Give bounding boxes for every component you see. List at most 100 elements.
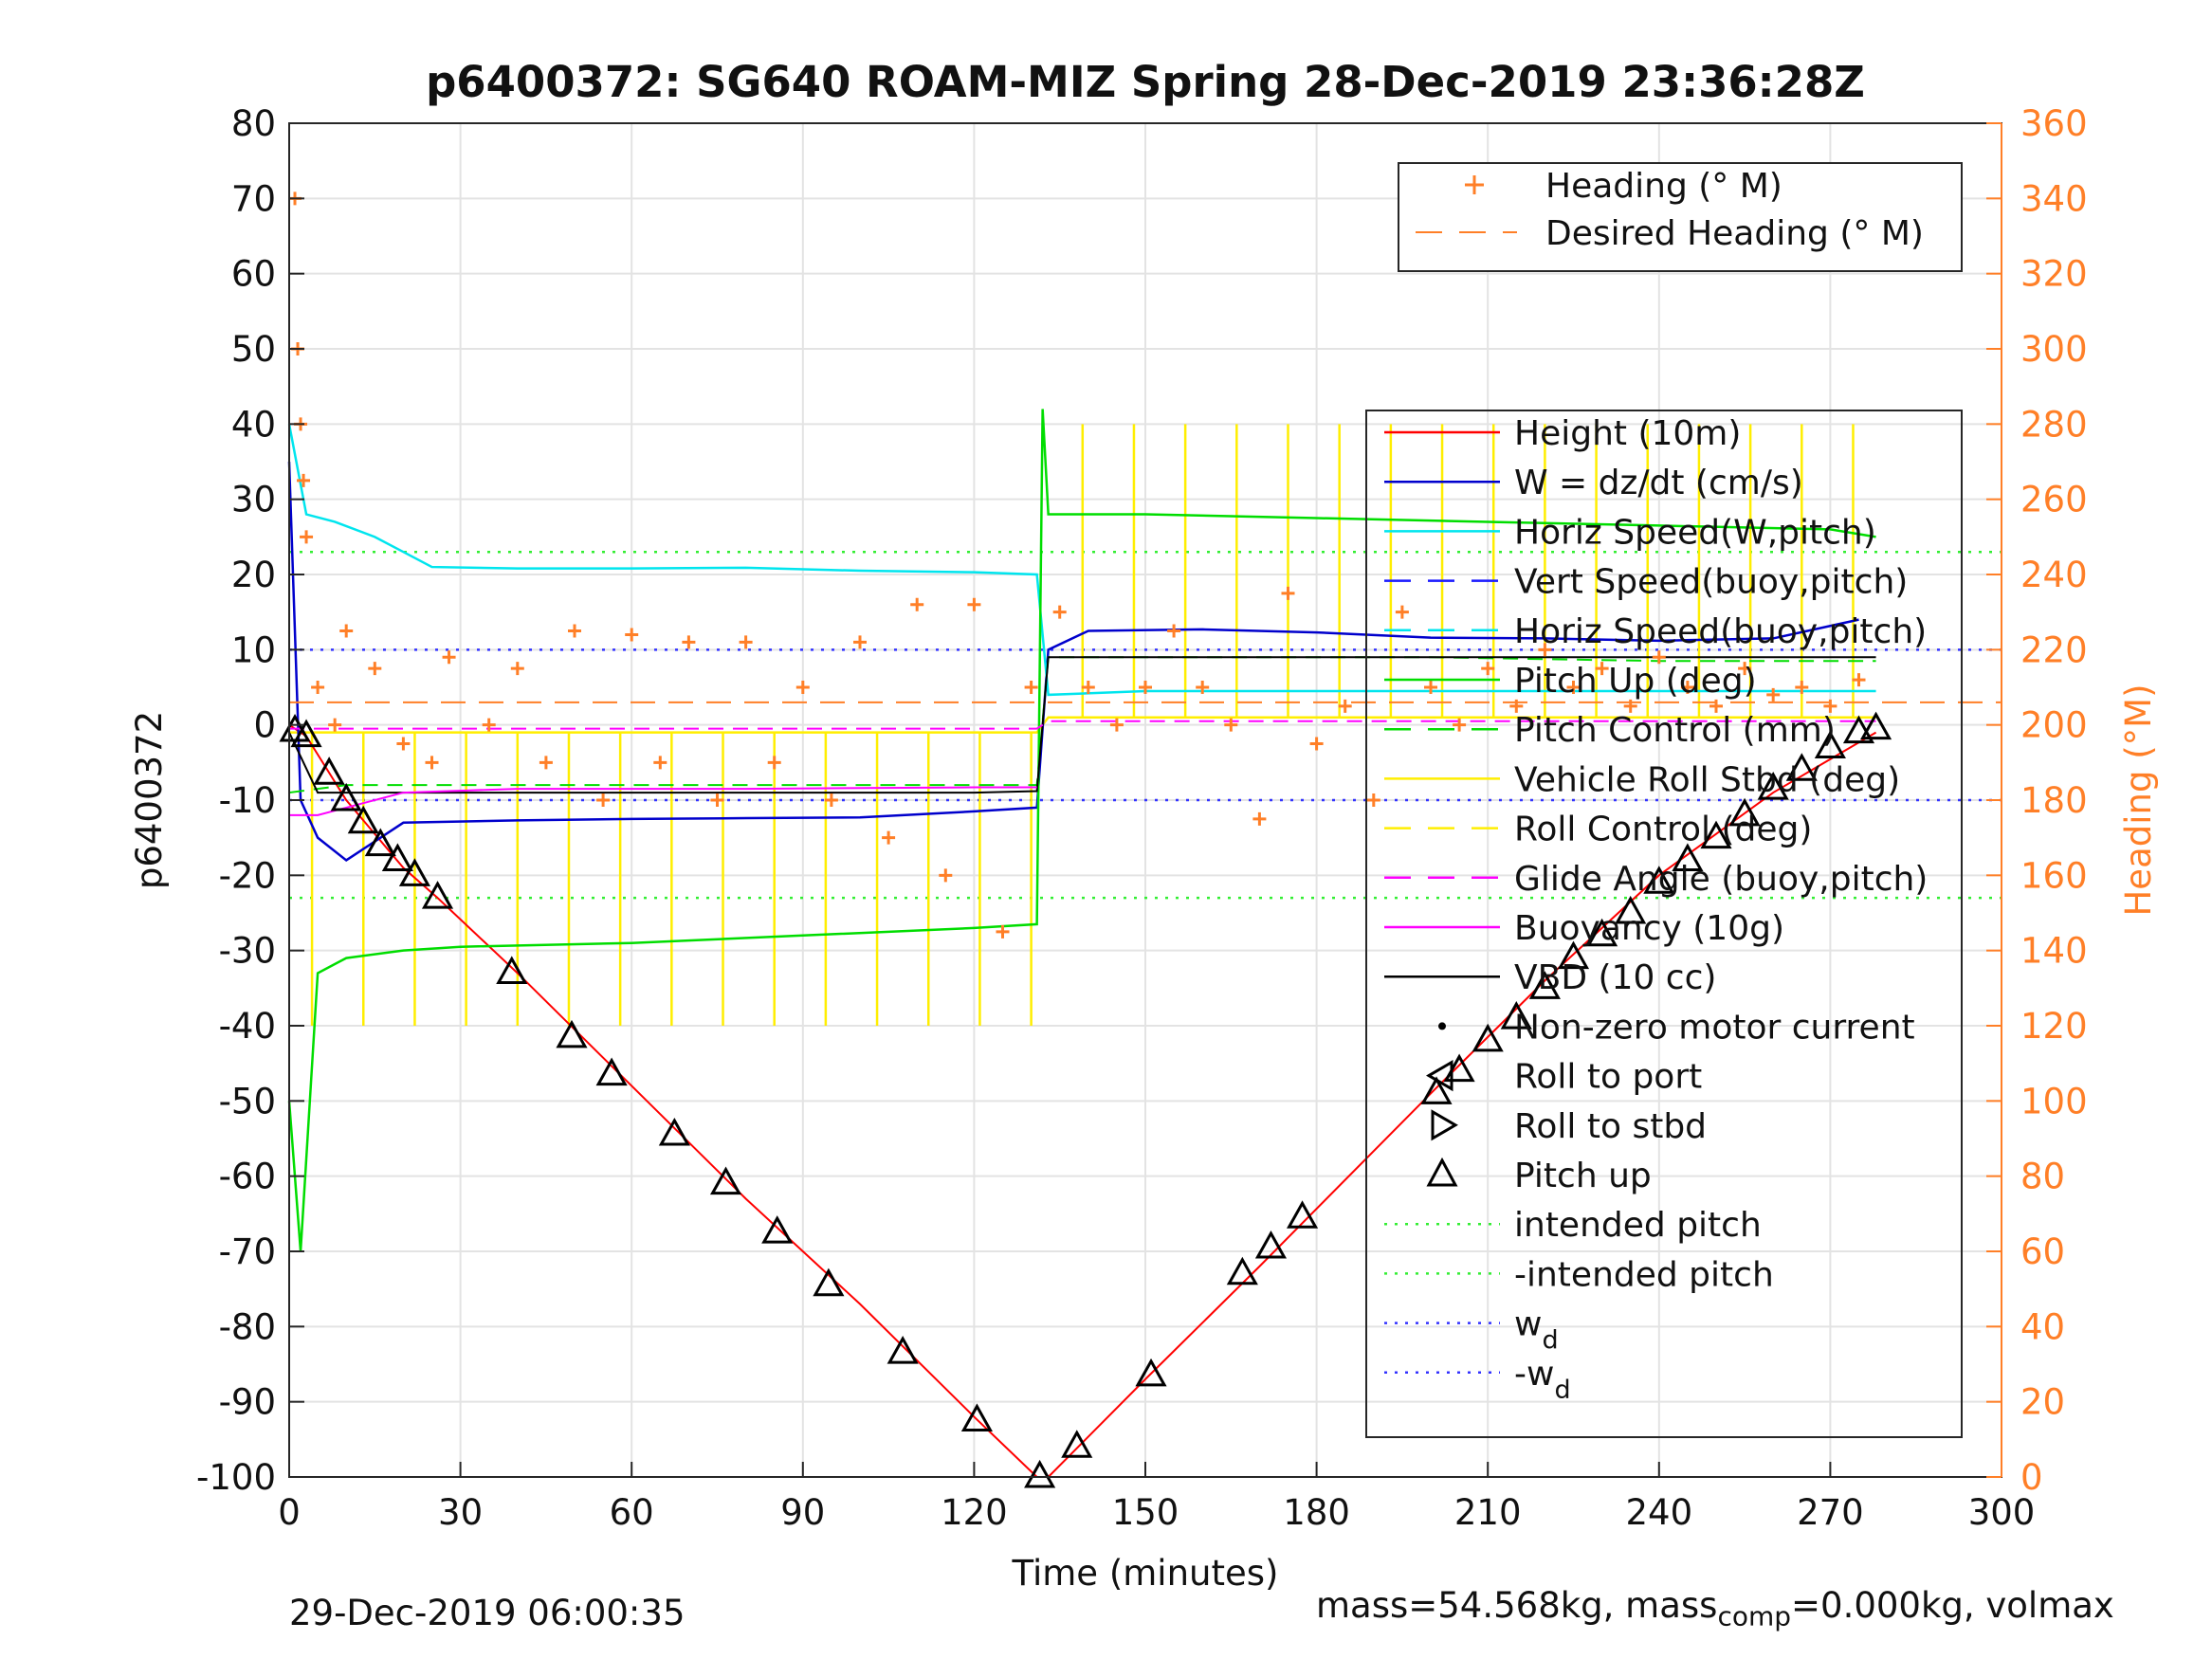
x-tick-label: 150 [1112,1492,1179,1533]
heading-marker [1281,586,1295,600]
pitch-up-marker [1814,730,1846,758]
pitch-up-marker [1135,1358,1167,1387]
pitch-up-marker [1024,1459,1056,1488]
heading-marker [1309,737,1324,751]
pitch-up-marker [1226,1256,1258,1285]
y-tick-label: 60 [231,254,276,295]
y2-tick-label: 260 [2020,480,2088,520]
heading-marker [300,530,314,544]
legend-label: Roll to port [1514,1058,1702,1097]
legend-label-sub: d [1554,1376,1570,1405]
heading-marker [328,718,342,732]
x-tick-label: 0 [278,1492,301,1533]
legend-symbol [1426,1059,1453,1092]
heading-marker [1595,662,1609,676]
pitch-up-marker [1757,772,1789,800]
y2-tick-label: 280 [2020,404,2088,445]
heading-marker [939,868,953,883]
heading-marker [767,756,781,770]
pitch-up-marker [496,956,528,984]
legend-heading-symbol [1465,175,1484,194]
heading-marker [1024,681,1038,694]
y2-tick-label: 180 [2020,780,2088,821]
y-tick-label: 50 [231,329,276,370]
heading-marker [1196,681,1210,694]
heading-marker [1139,681,1152,694]
heading-marker [653,756,667,770]
heading-marker [1566,681,1581,694]
legend-symbol [1426,1157,1458,1187]
y2-tick-label: 320 [2020,254,2088,295]
x-tick-label: 210 [1454,1492,1522,1533]
y-tick-label: 30 [231,480,276,520]
y2-tick-label: 220 [2020,629,2088,670]
pitch-up-marker [1061,1430,1093,1458]
height-line [288,723,1877,1478]
legend-label: Roll Control (deg) [1514,811,1812,849]
heading-marker [510,662,524,676]
pitch-up-marker [1643,866,1675,894]
legend-label: Horiz Speed(buoy,pitch) [1514,612,1927,651]
legend-heading-box [1398,162,1963,272]
x-tick-label: 120 [941,1492,1008,1533]
y-tick-label: -60 [219,1157,276,1197]
x-tick-label: 270 [1797,1492,1864,1533]
pitch-up-marker [398,858,430,886]
buoyancy-line [289,786,1037,816]
vbd-line [288,656,1876,794]
y-tick-label: 70 [231,178,276,219]
heading-marker [1424,681,1437,694]
pitch-up-marker [1472,1023,1504,1052]
heading-marker [996,924,1010,939]
legend-label: VBD (10 cc) [1514,958,1716,997]
y2-tick-label: 340 [2020,178,2088,219]
heading-marker [1852,673,1866,687]
pitch-up-marker [1420,1076,1453,1104]
legend-label: Buoyancy (10g) [1514,909,1784,948]
y2-tick-label: 40 [2020,1306,2065,1347]
legend-heading-label: Heading (° M) [1545,167,1782,206]
heading-marker [297,473,311,487]
legend-label: Vehicle Roll Stbd (deg) [1514,760,1900,799]
series-layer [287,191,2002,1478]
pitch-up-marker [887,1336,919,1364]
pitch-up-marker [960,1403,993,1431]
x-tick-label: 30 [438,1492,483,1533]
pitch-up-marker [421,881,454,909]
axes: 0 30 60 90 120 150 180 210 240 270 300807060504030… [196,103,2088,1533]
heading-marker [1481,662,1495,676]
chart-title: p6400372: SG640 ROAM-MIZ Spring 28-Dec-2… [426,57,1865,107]
y2-tick-label: 300 [2020,329,2088,370]
heading-marker [1538,643,1552,657]
y-axis-label: p6400372 [129,711,170,889]
pitch-up-marker [290,719,322,748]
y2-tick-label: 0 [2020,1457,2043,1498]
heading-marker [442,650,456,665]
heading-marker [1795,681,1809,694]
legend-label: Glide Angle (buoy,pitch) [1514,860,1928,899]
pitch-up-marker [381,843,413,871]
legend-main: Height (10m) W = dz/dt (cm/s) Horiz Speed(… [1365,410,1963,1438]
glide-angle-line [289,720,1876,730]
legend-label: Pitch Up (deg) [1514,662,1757,701]
heading-marker [1680,681,1694,694]
w-line [287,461,1859,863]
horiz-speed-line [287,424,1876,697]
legend-main-box [1365,410,1963,1438]
legend-label: intended pitch [1514,1206,1762,1245]
pitch-up-marker [1785,753,1818,781]
pitch-up-marker [1672,843,1704,871]
pitch-up-marker [347,805,379,834]
heading-marker [824,793,838,807]
footer-mass-sub: comp [1717,1600,1792,1632]
y-tick-label: -50 [219,1081,276,1121]
footer-mass: mass=54.568kg, masscomp=0.000kg, volmax [1316,1585,2114,1632]
y-tick-label: 10 [231,629,276,670]
y-tick-label: 40 [231,404,276,445]
y2-tick-label: 240 [2020,555,2088,595]
footer-mass-prefix: mass=54.568kg, mass [1316,1585,1718,1626]
heading-marker [882,830,896,845]
pitch-up-marker [1615,895,1647,924]
pitch-up-marker [1842,715,1875,744]
pitch-up-marker [1586,918,1618,947]
